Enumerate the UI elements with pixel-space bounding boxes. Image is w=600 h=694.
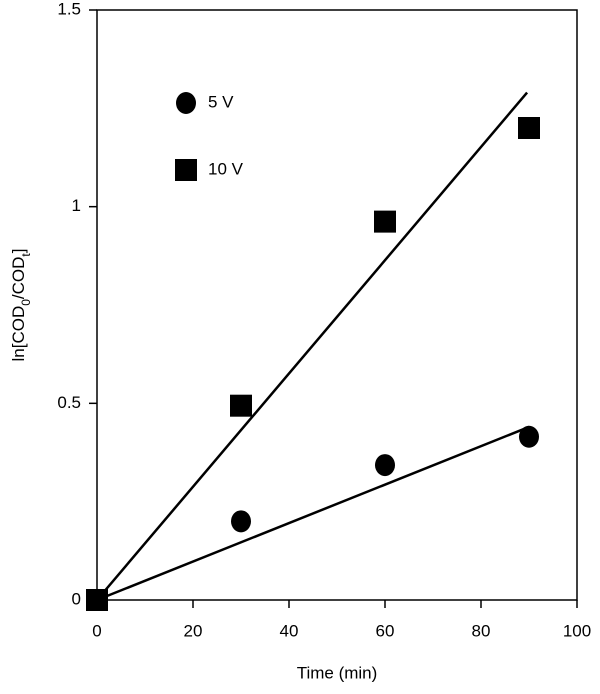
x-tick-label: 100 xyxy=(563,621,591,640)
data-point xyxy=(231,510,251,533)
x-tick-label: 40 xyxy=(280,621,299,640)
x-tick-label: 0 xyxy=(92,621,101,640)
legend-marker xyxy=(176,92,196,114)
data-point xyxy=(230,394,252,417)
x-tick-label: 20 xyxy=(184,621,203,640)
fit-line xyxy=(96,91,529,601)
x-tick-label: 80 xyxy=(472,621,491,640)
y-tick-label: 1.5 xyxy=(57,0,81,18)
y-tick-label: 0 xyxy=(72,589,81,608)
plot-frame xyxy=(96,9,578,601)
data-point xyxy=(374,210,396,233)
y-tick-label: 1 xyxy=(72,196,81,215)
data-point xyxy=(519,425,539,448)
legend-label: 5 V xyxy=(208,92,234,111)
x-tick-label: 60 xyxy=(376,621,395,640)
y-tick-label: 0.5 xyxy=(57,393,81,412)
fit-line xyxy=(96,425,530,602)
x-axis-label: Time (min) xyxy=(297,663,378,682)
legend-label: 10 V xyxy=(208,159,244,178)
y-axis-label: ln[COD0/CODt] xyxy=(9,249,33,362)
legend-marker xyxy=(175,159,197,181)
data-point xyxy=(375,454,395,477)
data-point xyxy=(518,117,540,139)
data-point xyxy=(86,589,108,611)
